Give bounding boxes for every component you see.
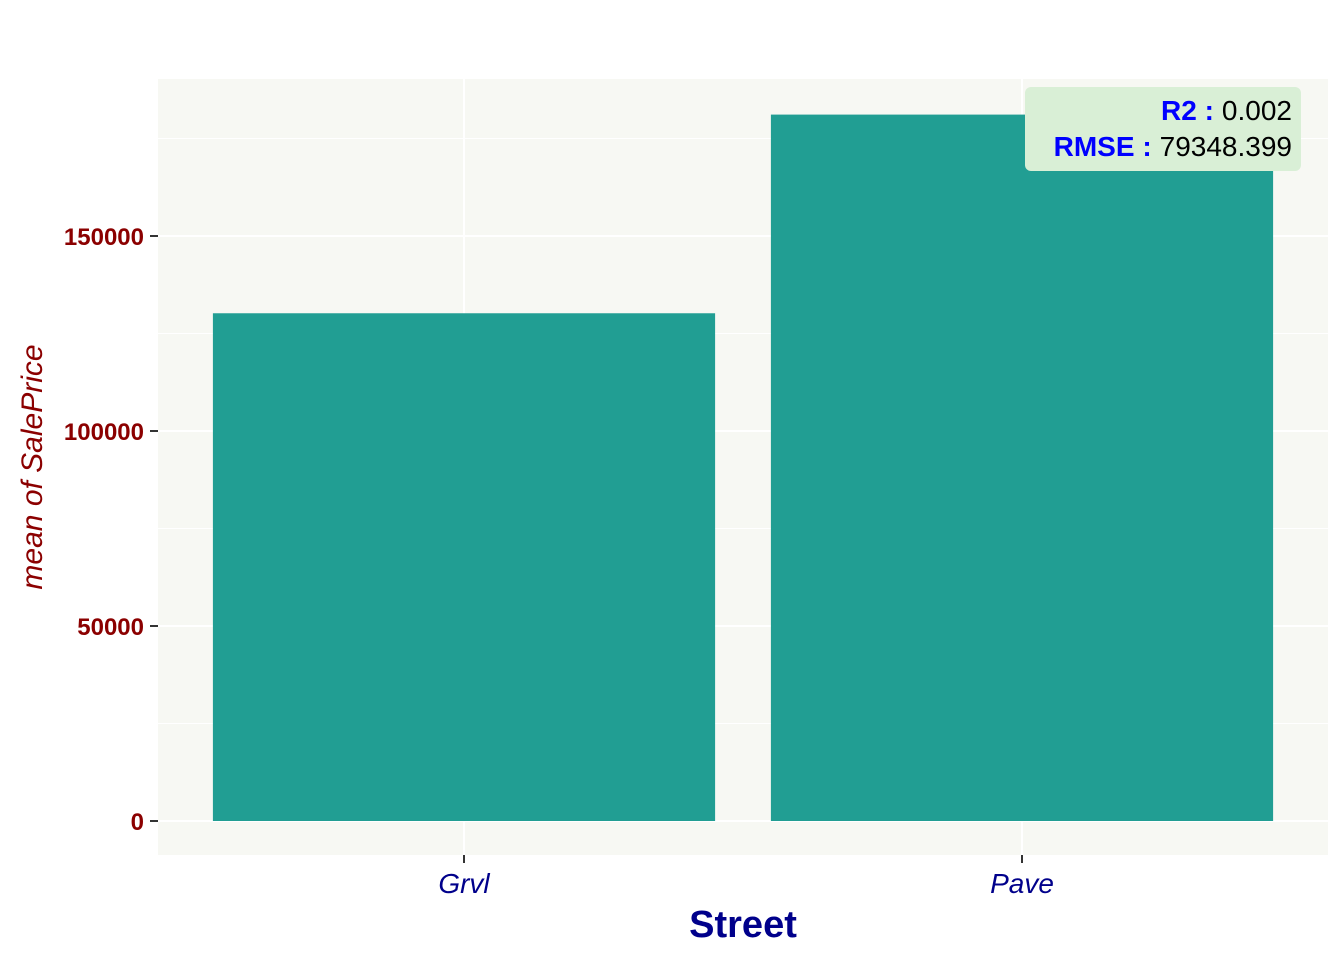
y-tick-label: 50000 (77, 614, 144, 641)
x-axis-label: Street (689, 904, 797, 946)
stats-box (1025, 87, 1301, 171)
y-tick-label: 100000 (64, 419, 144, 446)
y-axis-label: mean of SalePrice (16, 344, 49, 589)
bar-grvl (212, 313, 716, 821)
x-tick-label: Pave (990, 868, 1054, 899)
rmse-row: RMSE : 79348.399 (1054, 131, 1292, 162)
r2-value: 0.002 (1222, 95, 1292, 126)
y-tick-label: 150000 (64, 224, 144, 251)
r2-row: R2 : 0.002 (1161, 95, 1292, 126)
y-axis: 0 50000 100000 150000 (64, 224, 158, 836)
y-tick-label: 0 (131, 809, 144, 836)
bars (212, 114, 1274, 821)
x-axis: Grvl Pave (438, 855, 1054, 899)
bar-pave (770, 114, 1274, 821)
x-tick-label: Grvl (438, 868, 490, 899)
rmse-label: RMSE : (1054, 131, 1152, 162)
rmse-value: 79348.399 (1160, 131, 1292, 162)
r2-label: R2 : (1161, 95, 1214, 126)
stats-annotation: R2 : 0.002 RMSE : 79348.399 (1025, 87, 1301, 171)
